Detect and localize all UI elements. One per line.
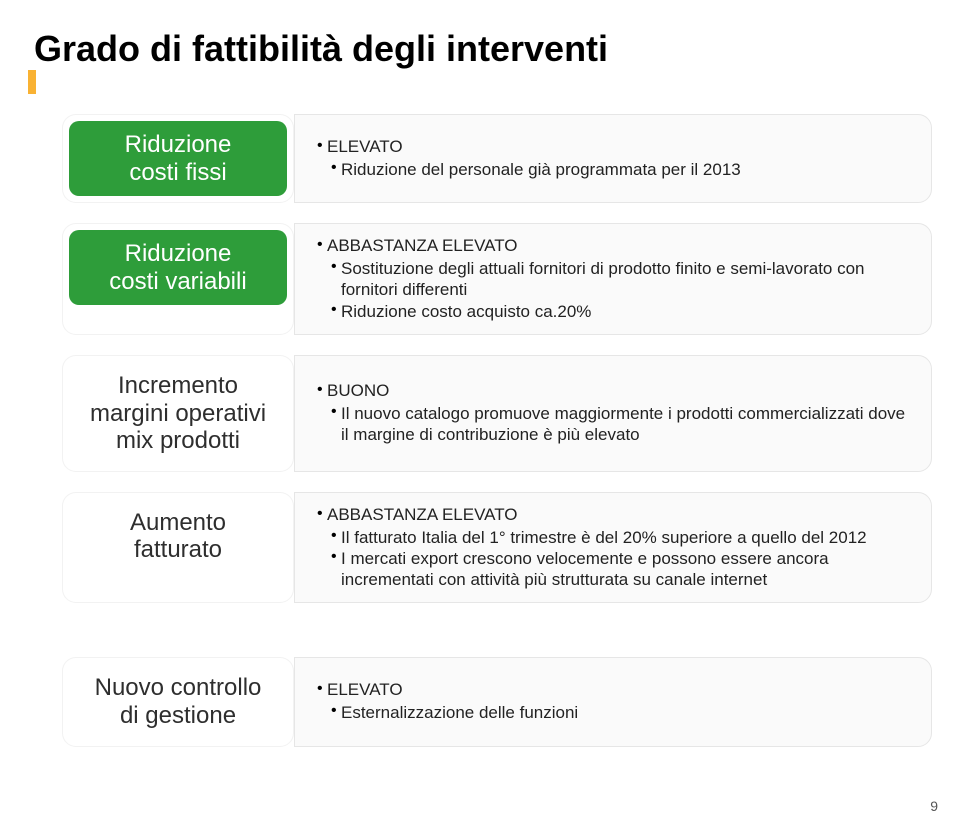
detail-text: Il fatturato Italia del 1° trimestre è d… [341, 527, 867, 548]
content-row: Aumentofatturato•ABBASTANZA ELEVATO•Il f… [62, 492, 932, 604]
bullet-dot-icon: • [317, 548, 341, 591]
category-pill: Aumentofatturato [62, 492, 294, 604]
content-row: Riduzionecosti variabili•ABBASTANZA ELEV… [62, 223, 932, 335]
detail-card: •ABBASTANZA ELEVATO•Sostituzione degli a… [294, 223, 932, 335]
rows-container: Riduzionecosti fissi•ELEVATO•Riduzione d… [28, 114, 932, 747]
category-pill-label: Riduzione [125, 131, 232, 159]
rating-label: ABBASTANZA ELEVATO [327, 505, 518, 525]
category-pill-label: Riduzione [125, 240, 232, 268]
slide-page: Grado di fattibilità degli interventi Ri… [0, 0, 960, 826]
bullet-level2: •Il fatturato Italia del 1° trimestre è … [317, 527, 909, 548]
rating-label: ELEVATO [327, 137, 403, 157]
category-pill: Riduzionecosti variabili [62, 223, 294, 335]
bullet-dot-icon: • [317, 137, 327, 159]
detail-text: Sostituzione degli attuali fornitori di … [341, 258, 909, 301]
category-pill-inner: Aumentofatturato [69, 499, 287, 574]
bullet-level1: •ELEVATO [317, 137, 909, 159]
content-row: Incrementomargini operativimix prodotti•… [62, 355, 932, 472]
detail-text: Riduzione costo acquisto ca.20% [341, 301, 591, 322]
detail-text: Esternalizzazione delle funzioni [341, 702, 578, 723]
bullet-level2: •I mercati export crescono velocemente e… [317, 548, 909, 591]
category-pill-label: Nuovo controllo [95, 674, 262, 702]
category-pill-inner: Nuovo controllodi gestione [69, 664, 287, 739]
bullet-dot-icon: • [317, 403, 341, 446]
bullet-level2: •Riduzione del personale già programmata… [317, 159, 909, 180]
bullet-level1: •ELEVATO [317, 680, 909, 702]
category-pill-label: margini operativi [90, 400, 266, 428]
bullet-level1: •ABBASTANZA ELEVATO [317, 236, 909, 258]
bullet-dot-icon: • [317, 258, 341, 301]
detail-text: I mercati export crescono velocemente e … [341, 548, 909, 591]
category-pill-label: costi variabili [109, 268, 246, 296]
detail-text: Riduzione del personale già programmata … [341, 159, 741, 180]
bullet-dot-icon: • [317, 301, 341, 322]
bullet-dot-icon: • [317, 381, 327, 403]
content-row: Nuovo controllodi gestione•ELEVATO•Ester… [62, 657, 932, 746]
rating-label: BUONO [327, 381, 389, 401]
content-row: Riduzionecosti fissi•ELEVATO•Riduzione d… [62, 114, 932, 203]
category-pill: Nuovo controllodi gestione [62, 657, 294, 746]
page-number: 9 [930, 798, 938, 814]
category-pill-label: costi fissi [129, 159, 226, 187]
bullet-level1: •ABBASTANZA ELEVATO [317, 505, 909, 527]
row-spacer [62, 623, 932, 637]
bullet-level2: •Esternalizzazione delle funzioni [317, 702, 909, 723]
detail-card: •ABBASTANZA ELEVATO•Il fatturato Italia … [294, 492, 932, 604]
category-pill-inner: Riduzionecosti variabili [69, 230, 287, 305]
bullet-level2: •Sostituzione degli attuali fornitori di… [317, 258, 909, 301]
bullet-dot-icon: • [317, 505, 327, 527]
detail-card: •ELEVATO•Riduzione del personale già pro… [294, 114, 932, 203]
bullet-dot-icon: • [317, 236, 327, 258]
category-pill-label: mix prodotti [116, 427, 240, 455]
category-pill-label: di gestione [120, 702, 236, 730]
category-pill-inner: Incrementomargini operativimix prodotti [69, 362, 287, 465]
accent-bar [28, 70, 36, 94]
category-pill-label: Aumento [130, 509, 226, 537]
detail-card: •ELEVATO•Esternalizzazione delle funzion… [294, 657, 932, 746]
category-pill-label: Incremento [118, 372, 238, 400]
bullet-level2: •Il nuovo catalogo promuove maggiormente… [317, 403, 909, 446]
category-pill-inner: Riduzionecosti fissi [69, 121, 287, 196]
detail-card: •BUONO•Il nuovo catalogo promuove maggio… [294, 355, 932, 472]
category-pill: Riduzionecosti fissi [62, 114, 294, 203]
bullet-level1: •BUONO [317, 381, 909, 403]
bullet-dot-icon: • [317, 527, 341, 548]
rating-label: ABBASTANZA ELEVATO [327, 236, 518, 256]
page-title: Grado di fattibilità degli interventi [28, 28, 932, 70]
category-pill: Incrementomargini operativimix prodotti [62, 355, 294, 472]
rating-label: ELEVATO [327, 680, 403, 700]
bullet-dot-icon: • [317, 159, 341, 180]
category-pill-label: fatturato [134, 536, 222, 564]
detail-text: Il nuovo catalogo promuove maggiormente … [341, 403, 909, 446]
bullet-level2: •Riduzione costo acquisto ca.20% [317, 301, 909, 322]
bullet-dot-icon: • [317, 702, 341, 723]
bullet-dot-icon: • [317, 680, 327, 702]
